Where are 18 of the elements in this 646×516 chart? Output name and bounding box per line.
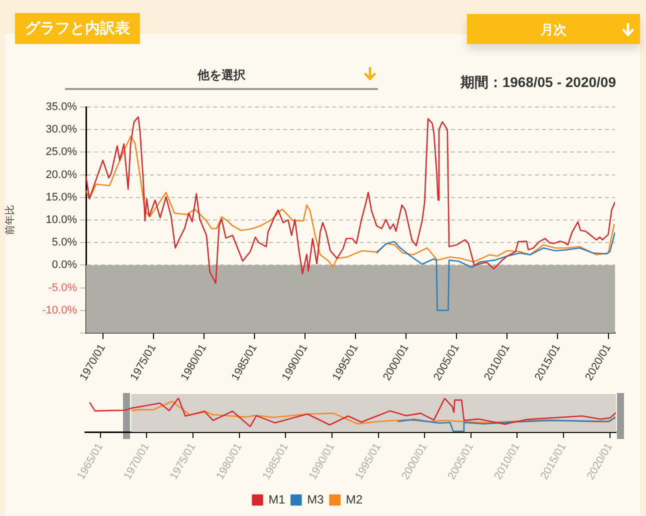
y-tick-label: -5.0% [48, 282, 78, 294]
y-tick-label: -10.0% [42, 304, 78, 316]
chart-subtitle: 期間：1968/05 - 2020/09 [460, 74, 616, 92]
y-axis-title: 前年比 [4, 204, 16, 235]
text: 他を選択 [196, 67, 246, 84]
y-tick-label: 30.0% [46, 124, 78, 136]
y-tick-label: 25.0% [46, 146, 78, 158]
y-tick-label: 35.0% [46, 101, 78, 114]
y-tick-label: 15.0% [46, 191, 78, 204]
legend-label: M1 [268, 492, 286, 506]
legend-label: M2 [346, 492, 363, 506]
y-tick-label: 5.0% [52, 236, 78, 249]
y-tick-label: 10.0% [46, 214, 78, 226]
legend-label: M3 [307, 492, 324, 506]
y-tick-label: 20.0% [46, 168, 78, 181]
chart-title: グラフと内訳表 [15, 13, 140, 44]
y-tick-label: 0.0% [52, 259, 78, 272]
text: 月次 [540, 21, 568, 39]
